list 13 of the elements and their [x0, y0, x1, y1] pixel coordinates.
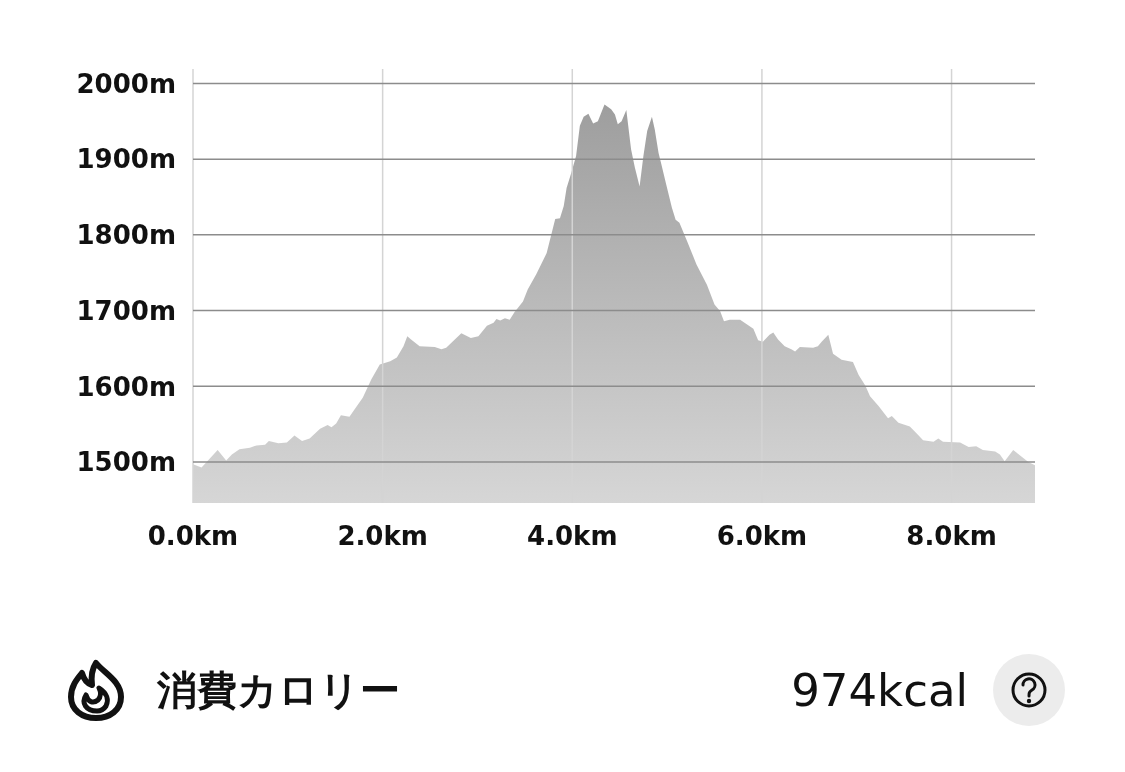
x-tick-label: 0.0km: [147, 521, 239, 551]
y-tick-label: 2000m: [76, 68, 176, 99]
x-tick-label: 8.0km: [906, 521, 997, 551]
y-tick-label: 1800m: [76, 220, 176, 251]
x-tick-label: 2.0km: [337, 521, 428, 551]
x-tick-label: 4.0km: [527, 521, 618, 551]
y-tick-label: 1700m: [76, 295, 176, 326]
x-tick-label: 6.0km: [716, 521, 808, 551]
y-tick-label: 1600m: [76, 371, 176, 402]
y-tick-label: 1900m: [76, 144, 176, 175]
text: 消費カロリー: [156, 667, 400, 713]
text: 974kcal: [791, 664, 968, 717]
y-tick-label: 1500m: [76, 447, 176, 478]
